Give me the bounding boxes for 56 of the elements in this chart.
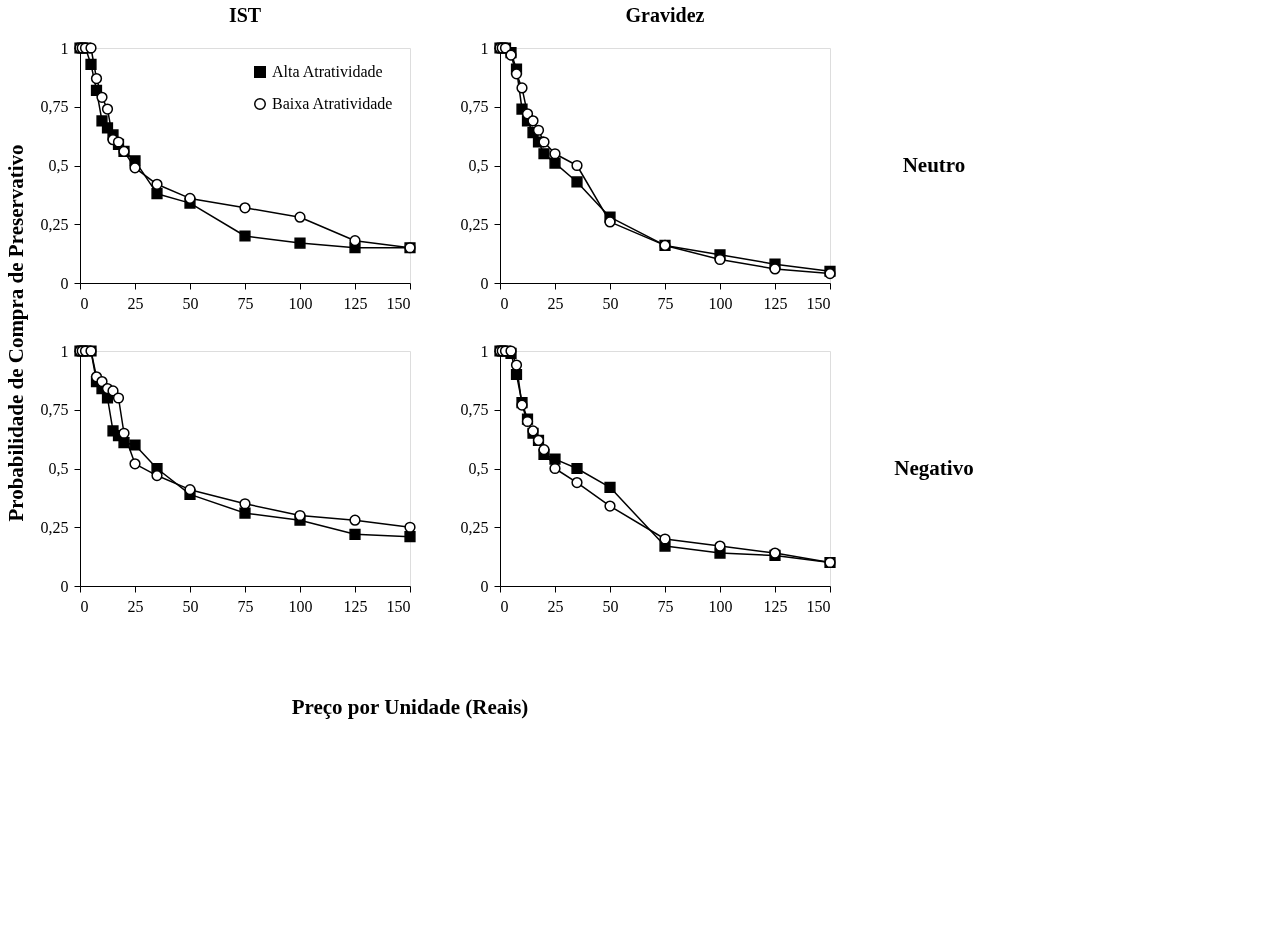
- x-tick-label: 100: [708, 294, 733, 312]
- x-tick-label: 75: [657, 294, 674, 312]
- text: Negativo: [894, 455, 974, 480]
- y-tick-label: 0,5: [48, 157, 69, 174]
- y-tick-label: 0,75: [460, 401, 489, 419]
- x-tick-label: 0: [80, 294, 89, 312]
- y-tick-label: 0,5: [468, 460, 489, 477]
- y-tick-label: 0,25: [460, 215, 489, 233]
- y-tick-label: 1: [480, 39, 489, 57]
- y-tick-label: 0,5: [468, 157, 489, 174]
- x-tick-label: 125: [763, 294, 788, 312]
- x-tick-label: 0: [500, 294, 509, 312]
- x-tick-label: 100: [708, 597, 733, 615]
- x-tick-label: 125: [343, 597, 368, 615]
- y-tick-label: 0,5: [48, 460, 69, 477]
- y-tick-label: 0,75: [460, 98, 489, 116]
- y-tick-label: 0,25: [40, 518, 69, 536]
- x-tick-label: 50: [182, 597, 199, 615]
- x-tick-label: 150: [386, 597, 411, 615]
- y-axis-title: Probabilidade de Compra de Preservativo: [4, 144, 28, 522]
- chart-title: IST: [228, 4, 262, 26]
- x-tick-label: 25: [127, 597, 144, 615]
- x-tick-label: 0: [500, 597, 509, 615]
- x-tick-label: 50: [602, 294, 619, 312]
- y-tick-label: 0,25: [40, 215, 69, 233]
- text: Neutro: [902, 152, 966, 177]
- x-tick-label: 0: [80, 597, 89, 615]
- y-tick-label: 0: [480, 274, 489, 292]
- x-tick-label: 75: [657, 597, 674, 615]
- legend-label: Baixa Atratividade: [272, 95, 393, 112]
- y-tick-label: 1: [480, 342, 489, 360]
- x-tick-label: 125: [763, 597, 788, 615]
- x-tick-label: 75: [237, 294, 254, 312]
- x-axis-title: Preço por Unidade (Reais): [291, 695, 529, 719]
- y-tick-label: 0: [480, 577, 489, 595]
- x-tick-label: 150: [806, 294, 831, 312]
- y-tick-label: 1: [60, 342, 69, 360]
- x-tick-label: 75: [237, 597, 254, 615]
- x-tick-label: 150: [386, 294, 411, 312]
- y-tick-label: 0: [60, 577, 69, 595]
- x-tick-label: 50: [602, 597, 619, 615]
- y-tick-label: 0,25: [460, 518, 489, 536]
- y-tick-label: 0: [60, 274, 69, 292]
- x-tick-label: 25: [547, 294, 564, 312]
- y-tick-label: 0,75: [40, 98, 69, 116]
- y-tick-label: 1: [60, 39, 69, 57]
- x-tick-label: 150: [806, 597, 831, 615]
- x-tick-label: 25: [127, 294, 144, 312]
- y-tick-label: 0,75: [40, 401, 69, 419]
- x-tick-label: 100: [288, 294, 313, 312]
- chart-title: Gravidez: [625, 4, 705, 26]
- x-tick-label: 25: [547, 597, 564, 615]
- x-tick-label: 50: [182, 294, 199, 312]
- x-tick-label: 100: [288, 597, 313, 615]
- x-tick-label: 125: [343, 294, 368, 312]
- legend-label: Alta Atratividade: [272, 63, 383, 80]
